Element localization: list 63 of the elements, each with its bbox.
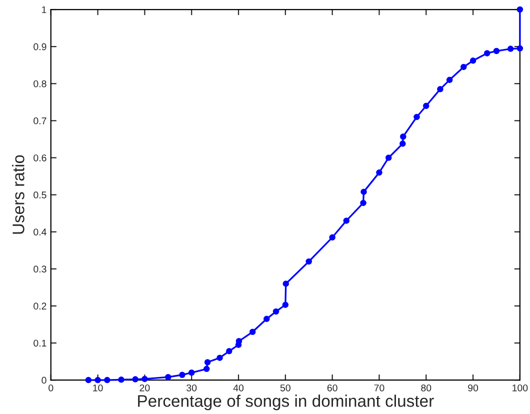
y-tick-label: 0.6 bbox=[34, 154, 46, 162]
point bbox=[236, 338, 242, 344]
y-tick-label: 0 bbox=[42, 376, 46, 384]
point bbox=[484, 50, 490, 56]
point bbox=[264, 316, 270, 322]
point bbox=[104, 376, 110, 384]
point bbox=[272, 308, 280, 315]
point bbox=[94, 376, 101, 384]
point bbox=[142, 376, 148, 382]
point bbox=[282, 280, 289, 287]
point bbox=[414, 114, 420, 120]
y-tick-label: 0.1 bbox=[34, 340, 46, 347]
point bbox=[422, 102, 430, 109]
point bbox=[400, 133, 406, 140]
point bbox=[376, 169, 382, 176]
y-tick-label: 0.7 bbox=[34, 117, 46, 124]
point bbox=[470, 58, 476, 64]
point bbox=[460, 64, 467, 70]
x-tick-label: 80 bbox=[421, 384, 432, 392]
point bbox=[329, 234, 336, 241]
point bbox=[437, 86, 444, 92]
y-tick-label: 0.5 bbox=[34, 192, 46, 198]
y-tick-label: 0.9 bbox=[34, 43, 46, 50]
point bbox=[132, 376, 138, 382]
x-tick-label: 10 bbox=[93, 384, 103, 392]
point bbox=[188, 370, 195, 376]
x-tick-label: 90 bbox=[468, 384, 478, 392]
point bbox=[165, 374, 172, 380]
x-tick-label: 40 bbox=[233, 384, 244, 392]
y-tick-label: 0.8 bbox=[34, 80, 46, 88]
point bbox=[343, 218, 350, 224]
y-tick-label: 0.2 bbox=[34, 302, 46, 310]
point bbox=[179, 372, 186, 378]
x-tick-label: 100 bbox=[512, 384, 528, 392]
x-tick-label: 20 bbox=[140, 384, 150, 392]
x-axis-title: Percentage of songs in dominant cluster bbox=[138, 394, 434, 410]
y-tick-label: 0.4 bbox=[34, 228, 46, 236]
point bbox=[385, 154, 392, 161]
point bbox=[249, 328, 256, 336]
point bbox=[204, 359, 211, 366]
x-tick-label: 30 bbox=[186, 384, 197, 392]
point bbox=[446, 76, 453, 84]
point bbox=[85, 376, 92, 384]
point bbox=[400, 140, 406, 147]
x-tick-label: 60 bbox=[327, 384, 338, 392]
point bbox=[203, 366, 210, 372]
y-tick-label: 1 bbox=[42, 6, 46, 14]
point bbox=[226, 348, 232, 354]
point bbox=[360, 188, 367, 195]
point bbox=[516, 6, 524, 13]
point bbox=[118, 376, 124, 383]
y-axis-title: Users ratio bbox=[12, 155, 24, 234]
x-tick-label: 0 bbox=[48, 384, 54, 392]
x-tick-label: 70 bbox=[374, 384, 384, 392]
point bbox=[282, 302, 289, 308]
point bbox=[493, 48, 500, 54]
point bbox=[216, 354, 223, 361]
point bbox=[306, 258, 312, 265]
x-tick-label: 50 bbox=[280, 384, 290, 392]
point bbox=[360, 200, 366, 206]
point bbox=[516, 45, 524, 52]
y-tick-label: 0.3 bbox=[34, 266, 46, 273]
point bbox=[507, 46, 514, 52]
